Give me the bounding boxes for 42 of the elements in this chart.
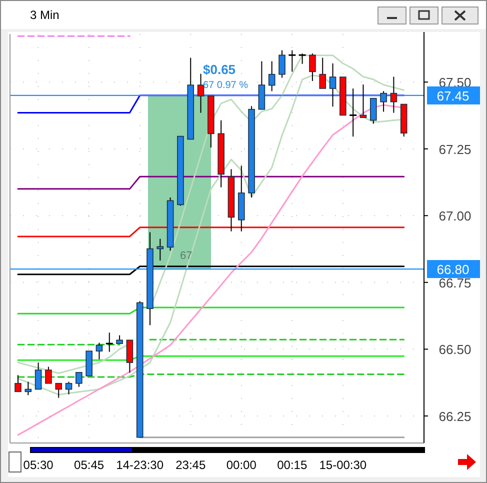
candlestick (65, 381, 72, 395)
ref-line-label: 66.80 (436, 262, 470, 278)
candlestick (298, 53, 307, 64)
candlestick (329, 62, 336, 108)
candlestick (14, 374, 22, 392)
x-tick-label: 23:45 (176, 458, 206, 472)
candlestick (360, 84, 367, 118)
candlestick (380, 90, 387, 112)
x-tick-label: 14-23:30 (116, 458, 164, 472)
x-tick-label: 05:45 (74, 458, 104, 472)
candlestick (390, 76, 398, 114)
x-tick-label: 00:15 (277, 458, 308, 472)
candlestick (197, 73, 204, 114)
candlestick (45, 366, 52, 384)
annotation: 67 0.97 % (203, 80, 248, 91)
chart-title: 3 Min (30, 8, 60, 22)
y-tick-label: 67.25 (438, 142, 472, 157)
candlestick (105, 332, 114, 352)
y-tick-label: 66.75 (438, 275, 472, 290)
candlestick (76, 372, 82, 388)
annotation: $0.65 (203, 62, 236, 77)
candlestick (24, 381, 32, 396)
candlestick (268, 60, 276, 92)
candlestick (309, 53, 316, 82)
ref-line-label: 67.45 (436, 88, 470, 104)
x-tick-label: 00:00 (226, 458, 257, 472)
candlestick (348, 88, 358, 138)
candlestick (156, 238, 164, 262)
candlestick (34, 362, 42, 390)
candlestick (370, 98, 377, 124)
candlestick (278, 50, 286, 78)
x-tick-label: 05:30 (23, 458, 54, 472)
y-tick-label: 67.00 (438, 208, 472, 224)
candlestick (319, 57, 326, 89)
annotation: 67 (180, 250, 192, 262)
x-tick-label: 15-00:30 (319, 458, 367, 472)
candlestick (126, 340, 134, 374)
candlestick (55, 382, 62, 398)
candlestick (96, 342, 103, 360)
candlestick (288, 50, 296, 72)
y-tick-label: 66.50 (438, 342, 472, 358)
y-tick-label: 66.25 (438, 408, 472, 424)
